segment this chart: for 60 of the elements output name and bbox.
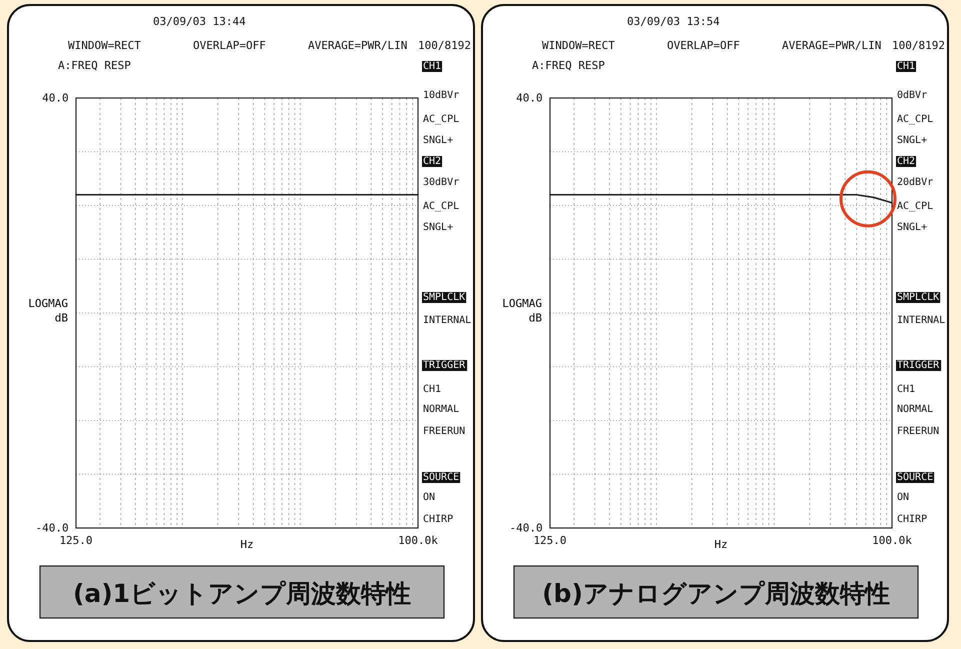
y-tick-label: -40.0 [35, 522, 69, 535]
text: CHIRP [423, 514, 454, 525]
text: A:FREQ RESP [532, 59, 606, 72]
x-tick-label: 100.0k [872, 534, 912, 548]
text: AVERAGE=PWR/LIN [308, 39, 408, 52]
y-tick-label: 40.0 [42, 92, 69, 105]
text: AC_CPL [423, 201, 460, 212]
text: NORMAL [423, 404, 460, 415]
text: AC_CPL [897, 201, 934, 212]
text: SNGL+ [897, 135, 928, 146]
text: FREERUN [897, 426, 940, 437]
text: NORMAL [897, 404, 934, 415]
x-tick-label: 125.0 [59, 534, 93, 548]
text: CHIRP [897, 514, 928, 525]
text: SMPLCLK [423, 292, 466, 303]
text: (b)アナログアンプ周波数特性 [542, 579, 890, 608]
y-tick-label: 40.0 [516, 92, 543, 105]
text: 10dBVr [423, 90, 460, 101]
text: 03/09/03 13:54 [627, 15, 720, 28]
text: CH2 [423, 156, 442, 167]
text: SNGL+ [423, 222, 454, 233]
text: 100/8192 [418, 39, 471, 52]
text: A:FREQ RESP [58, 59, 132, 72]
text: AVERAGE=PWR/LIN [782, 39, 882, 52]
text: SOURCE [897, 472, 934, 483]
text: INTERNAL [423, 315, 472, 326]
y-axis-title: LOGMAG dB [28, 297, 68, 324]
x-tick-label: 100.0k [398, 534, 438, 548]
text: TRIGGER [423, 360, 466, 371]
text: AC_CPL [897, 114, 934, 125]
text: SOURCE [423, 472, 460, 483]
x-tick-label: 125.0 [533, 534, 567, 548]
text: 03/09/03 13:44 [153, 15, 246, 28]
text: CH1 [897, 384, 916, 395]
y-axis-title: LOGMAG dB [502, 297, 542, 324]
text: CH1 [423, 384, 442, 395]
text: CH1 [897, 61, 916, 72]
text: TRIGGER [897, 360, 940, 371]
text: 30dBVr [423, 177, 460, 188]
text: FREERUN [423, 426, 466, 437]
text: CH1 [423, 61, 442, 72]
text: WINDOW=RECT [542, 39, 616, 52]
text: SNGL+ [897, 222, 928, 233]
x-axis-title: Hz [714, 538, 728, 551]
text: AC_CPL [423, 114, 460, 125]
x-axis-title: Hz [240, 538, 254, 551]
text: 20dBVr [897, 177, 934, 188]
text: ON [423, 492, 436, 503]
text: OVERLAP=OFF [193, 39, 266, 52]
text: OVERLAP=OFF [667, 39, 740, 52]
text: INTERNAL [897, 315, 946, 326]
text: CH2 [897, 156, 916, 167]
text: 0dBVr [897, 90, 928, 101]
y-tick-label: -40.0 [509, 522, 543, 535]
text: SNGL+ [423, 135, 454, 146]
text: SMPLCLK [897, 292, 940, 303]
text: (a)1ビットアンプ周波数特性 [72, 579, 412, 608]
text: 100/8192 [892, 39, 945, 52]
text: WINDOW=RECT [68, 39, 142, 52]
text: ON [897, 492, 910, 503]
